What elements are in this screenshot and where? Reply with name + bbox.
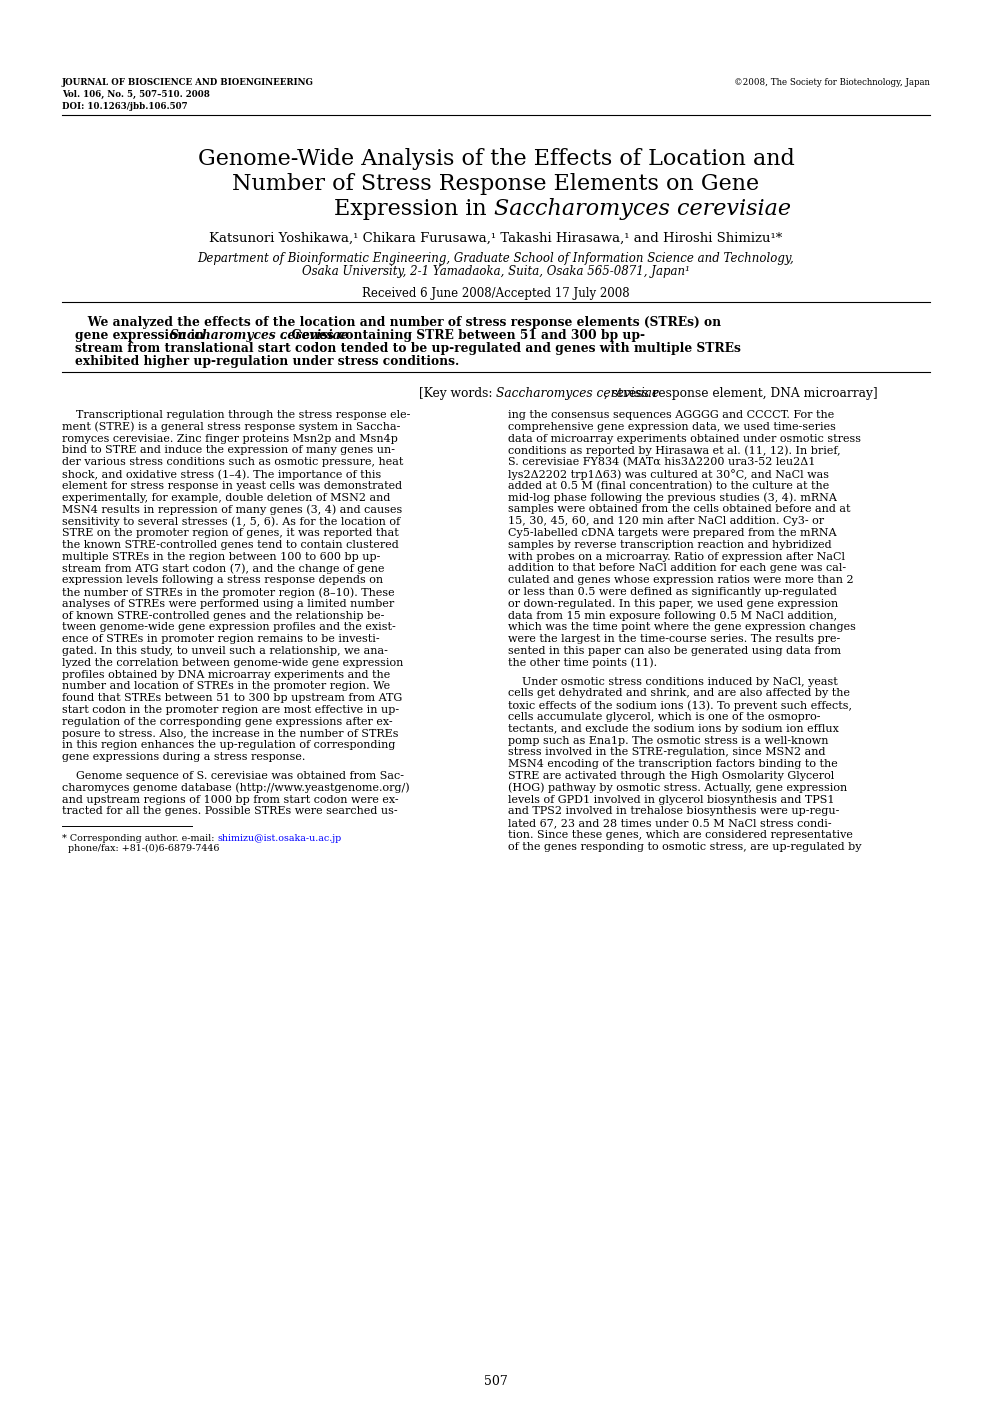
Text: of the genes responding to osmotic stress, are up-regulated by: of the genes responding to osmotic stres… <box>508 842 861 852</box>
Text: (HOG) pathway by osmotic stress. Actually, gene expression: (HOG) pathway by osmotic stress. Actuall… <box>508 783 847 794</box>
Text: stream from ATG start codon (7), and the change of gene: stream from ATG start codon (7), and the… <box>62 564 385 574</box>
Text: Cy5-labelled cDNA targets were prepared from the mRNA: Cy5-labelled cDNA targets were prepared … <box>508 528 836 537</box>
Text: romyces cerevisiae. Zinc finger proteins Msn2p and Msn4p: romyces cerevisiae. Zinc finger proteins… <box>62 434 398 443</box>
Text: Expression in: Expression in <box>364 198 628 220</box>
Text: tion. Since these genes, which are considered representative: tion. Since these genes, which are consi… <box>508 831 853 840</box>
Text: the other time points (11).: the other time points (11). <box>508 658 657 668</box>
Text: der various stress conditions such as osmotic pressure, heat: der various stress conditions such as os… <box>62 457 404 467</box>
Text: samples by reverse transcription reaction and hybridized: samples by reverse transcription reactio… <box>508 540 831 550</box>
Text: lys2Δ2202 trp1Δ63) was cultured at 30°C, and NaCl was: lys2Δ2202 trp1Δ63) was cultured at 30°C,… <box>508 469 829 480</box>
Text: tween genome-wide gene expression profiles and the exist-: tween genome-wide gene expression profil… <box>62 623 396 633</box>
Text: regulation of the corresponding gene expressions after ex-: regulation of the corresponding gene exp… <box>62 717 393 727</box>
Text: number and location of STREs in the promoter region. We: number and location of STREs in the prom… <box>62 682 390 692</box>
Text: Transcriptional regulation through the stress response ele-: Transcriptional regulation through the s… <box>62 410 411 419</box>
Text: tectants, and exclude the sodium ions by sodium ion efflux: tectants, and exclude the sodium ions by… <box>508 724 839 734</box>
Text: expression levels following a stress response depends on: expression levels following a stress res… <box>62 575 383 585</box>
Text: sensitivity to several stresses (1, 5, 6). As for the location of: sensitivity to several stresses (1, 5, 6… <box>62 516 400 526</box>
Text: . Genes containing STRE between 51 and 300 bp up-: . Genes containing STRE between 51 and 3… <box>283 328 645 342</box>
Text: Saccharomyces cerevisiae: Saccharomyces cerevisiae <box>494 198 791 220</box>
Text: ©2008, The Society for Biotechnology, Japan: ©2008, The Society for Biotechnology, Ja… <box>734 79 930 87</box>
Text: experimentally, for example, double deletion of MSN2 and: experimentally, for example, double dele… <box>62 492 391 502</box>
Text: comprehensive gene expression data, we used time-series: comprehensive gene expression data, we u… <box>508 422 836 432</box>
Text: lyzed the correlation between genome-wide gene expression: lyzed the correlation between genome-wid… <box>62 658 404 668</box>
Text: culated and genes whose expression ratios were more than 2: culated and genes whose expression ratio… <box>508 575 854 585</box>
Text: Expression in: Expression in <box>334 198 494 220</box>
Text: toxic effects of the sodium ions (13). To prevent such effects,: toxic effects of the sodium ions (13). T… <box>508 700 852 711</box>
Text: start codon in the promoter region are most effective in up-: start codon in the promoter region are m… <box>62 704 399 716</box>
Text: Genome sequence of S. cerevisiae was obtained from Sac-: Genome sequence of S. cerevisiae was obt… <box>62 772 404 781</box>
Text: analyses of STREs were performed using a limited number: analyses of STREs were performed using a… <box>62 599 394 609</box>
Text: phone/fax: +81-(0)6-6879-7446: phone/fax: +81-(0)6-6879-7446 <box>62 845 219 853</box>
Text: or down-regulated. In this paper, we used gene expression: or down-regulated. In this paper, we use… <box>508 599 838 609</box>
Text: and TPS2 involved in trehalose biosynthesis were up-regu-: and TPS2 involved in trehalose biosynthe… <box>508 807 839 817</box>
Text: samples were obtained from the cells obtained before and at: samples were obtained from the cells obt… <box>508 505 850 515</box>
Text: tracted for all the genes. Possible STREs were searched us-: tracted for all the genes. Possible STRE… <box>62 807 398 817</box>
Text: or less than 0.5 were defined as significantly up-regulated: or less than 0.5 were defined as signifi… <box>508 586 837 598</box>
Text: and upstream regions of 1000 bp from start codon were ex-: and upstream regions of 1000 bp from sta… <box>62 794 399 805</box>
Text: were the largest in the time-course series. The results pre-: were the largest in the time-course seri… <box>508 634 840 644</box>
Text: stream from translational start codon tended to be up-regulated and genes with m: stream from translational start codon te… <box>75 342 741 355</box>
Text: STRE are activated through the High Osmolarity Glycerol: STRE are activated through the High Osmo… <box>508 772 834 781</box>
Text: which was the time point where the gene expression changes: which was the time point where the gene … <box>508 623 856 633</box>
Text: element for stress response in yeast cells was demonstrated: element for stress response in yeast cel… <box>62 481 402 491</box>
Text: lated 67, 23 and 28 times under 0.5 M NaCl stress condi-: lated 67, 23 and 28 times under 0.5 M Na… <box>508 818 831 828</box>
Text: of known STRE-controlled genes and the relationship be-: of known STRE-controlled genes and the r… <box>62 610 384 620</box>
Text: ment (STRE) is a general stress response system in Saccha-: ment (STRE) is a general stress response… <box>62 422 401 432</box>
Text: with probes on a microarray. Ratio of expression after NaCl: with probes on a microarray. Ratio of ex… <box>508 551 845 561</box>
Text: posure to stress. Also, the increase in the number of STREs: posure to stress. Also, the increase in … <box>62 728 399 738</box>
Text: pomp such as Ena1p. The osmotic stress is a well-known: pomp such as Ena1p. The osmotic stress i… <box>508 735 828 745</box>
Text: conditions as reported by Hirasawa et al. (11, 12). In brief,: conditions as reported by Hirasawa et al… <box>508 445 840 456</box>
Text: 15, 30, 45, 60, and 120 min after NaCl addition. Cy3- or: 15, 30, 45, 60, and 120 min after NaCl a… <box>508 516 824 526</box>
Text: Number of Stress Response Elements on Gene: Number of Stress Response Elements on Ge… <box>232 173 760 195</box>
Text: 507: 507 <box>484 1375 508 1388</box>
Text: ence of STREs in promoter region remains to be investi-: ence of STREs in promoter region remains… <box>62 634 380 644</box>
Text: bind to STRE and induce the expression of many genes un-: bind to STRE and induce the expression o… <box>62 445 395 456</box>
Text: Saccharomyces cerevisiae: Saccharomyces cerevisiae <box>170 328 348 342</box>
Text: ing the consensus sequences AGGGG and CCCCT. For the: ing the consensus sequences AGGGG and CC… <box>508 410 834 419</box>
Text: Under osmotic stress conditions induced by NaCl, yeast: Under osmotic stress conditions induced … <box>508 676 838 686</box>
Text: multiple STREs in the region between 100 to 600 bp up-: multiple STREs in the region between 100… <box>62 551 380 561</box>
Text: stress involved in the STRE-regulation, since MSN2 and: stress involved in the STRE-regulation, … <box>508 748 825 758</box>
Text: We analyzed the effects of the location and number of stress response elements (: We analyzed the effects of the location … <box>75 316 721 328</box>
Text: mid-log phase following the previous studies (3, 4). mRNA: mid-log phase following the previous stu… <box>508 492 837 504</box>
Text: exhibited higher up-regulation under stress conditions.: exhibited higher up-regulation under str… <box>75 355 459 368</box>
Text: the number of STREs in the promoter region (8–10). These: the number of STREs in the promoter regi… <box>62 586 395 598</box>
Text: the known STRE-controlled genes tend to contain clustered: the known STRE-controlled genes tend to … <box>62 540 399 550</box>
Text: JOURNAL OF BIOSCIENCE AND BIOENGINEERING: JOURNAL OF BIOSCIENCE AND BIOENGINEERING <box>62 79 313 87</box>
Text: shock, and oxidative stress (1–4). The importance of this: shock, and oxidative stress (1–4). The i… <box>62 469 381 480</box>
Text: Department of Bioinformatic Engineering, Graduate School of Information Science : Department of Bioinformatic Engineering,… <box>197 253 795 265</box>
Text: STRE on the promoter region of genes, it was reported that: STRE on the promoter region of genes, it… <box>62 528 399 537</box>
Text: found that STREs between 51 to 300 bp upstream from ATG: found that STREs between 51 to 300 bp up… <box>62 693 402 703</box>
Text: MSN4 encoding of the transcription factors binding to the: MSN4 encoding of the transcription facto… <box>508 759 838 769</box>
Text: [Key words:: [Key words: <box>419 387 496 400</box>
Text: DOI: 10.1263/jbb.106.507: DOI: 10.1263/jbb.106.507 <box>62 102 187 111</box>
Text: sented in this paper can also be generated using data from: sented in this paper can also be generat… <box>508 645 841 657</box>
Text: * Corresponding author. e-mail:: * Corresponding author. e-mail: <box>62 835 217 843</box>
Text: Received 6 June 2008/Accepted 17 July 2008: Received 6 June 2008/Accepted 17 July 20… <box>362 288 630 300</box>
Text: gated. In this study, to unveil such a relationship, we ana-: gated. In this study, to unveil such a r… <box>62 645 388 657</box>
Text: gene expression in: gene expression in <box>75 328 208 342</box>
Text: cells accumulate glycerol, which is one of the osmopro-: cells accumulate glycerol, which is one … <box>508 713 820 723</box>
Text: Osaka University, 2-1 Yamadaoka, Suita, Osaka 565-0871, Japan¹: Osaka University, 2-1 Yamadaoka, Suita, … <box>302 265 690 278</box>
Text: in this region enhances the up-regulation of corresponding: in this region enhances the up-regulatio… <box>62 741 396 751</box>
Text: charomyces genome database (http://www.yeastgenome.org/): charomyces genome database (http://www.y… <box>62 783 410 794</box>
Text: Katsunori Yoshikawa,¹ Chikara Furusawa,¹ Takashi Hirasawa,¹ and Hiroshi Shimizu¹: Katsunori Yoshikawa,¹ Chikara Furusawa,¹… <box>209 231 783 246</box>
Text: Vol. 106, No. 5, 507–510. 2008: Vol. 106, No. 5, 507–510. 2008 <box>62 90 210 100</box>
Text: S. cerevisiae FY834 (MATα his3Δ2200 ura3-52 leu2Δ1: S. cerevisiae FY834 (MATα his3Δ2200 ura3… <box>508 457 815 467</box>
Text: MSN4 results in repression of many genes (3, 4) and causes: MSN4 results in repression of many genes… <box>62 505 402 515</box>
Text: data from 15 min exposure following 0.5 M NaCl addition,: data from 15 min exposure following 0.5 … <box>508 610 837 620</box>
Text: cells get dehydrated and shrink, and are also affected by the: cells get dehydrated and shrink, and are… <box>508 689 850 699</box>
Text: , stress response element, DNA microarray]: , stress response element, DNA microarra… <box>604 387 878 400</box>
Text: profiles obtained by DNA microarray experiments and the: profiles obtained by DNA microarray expe… <box>62 669 390 679</box>
Text: added at 0.5 M (final concentration) to the culture at the: added at 0.5 M (final concentration) to … <box>508 481 829 491</box>
Text: data of microarray experiments obtained under osmotic stress: data of microarray experiments obtained … <box>508 434 861 443</box>
Text: Genome-Wide Analysis of the Effects of Location and: Genome-Wide Analysis of the Effects of L… <box>197 147 795 170</box>
Text: addition to that before NaCl addition for each gene was cal-: addition to that before NaCl addition fo… <box>508 564 846 574</box>
Text: shimizu@ist.osaka-u.ac.jp: shimizu@ist.osaka-u.ac.jp <box>217 835 341 843</box>
Text: Saccharomyces cerevisiae: Saccharomyces cerevisiae <box>496 387 659 400</box>
Text: gene expressions during a stress response.: gene expressions during a stress respons… <box>62 752 306 762</box>
Text: levels of GPD1 involved in glycerol biosynthesis and TPS1: levels of GPD1 involved in glycerol bios… <box>508 794 834 805</box>
